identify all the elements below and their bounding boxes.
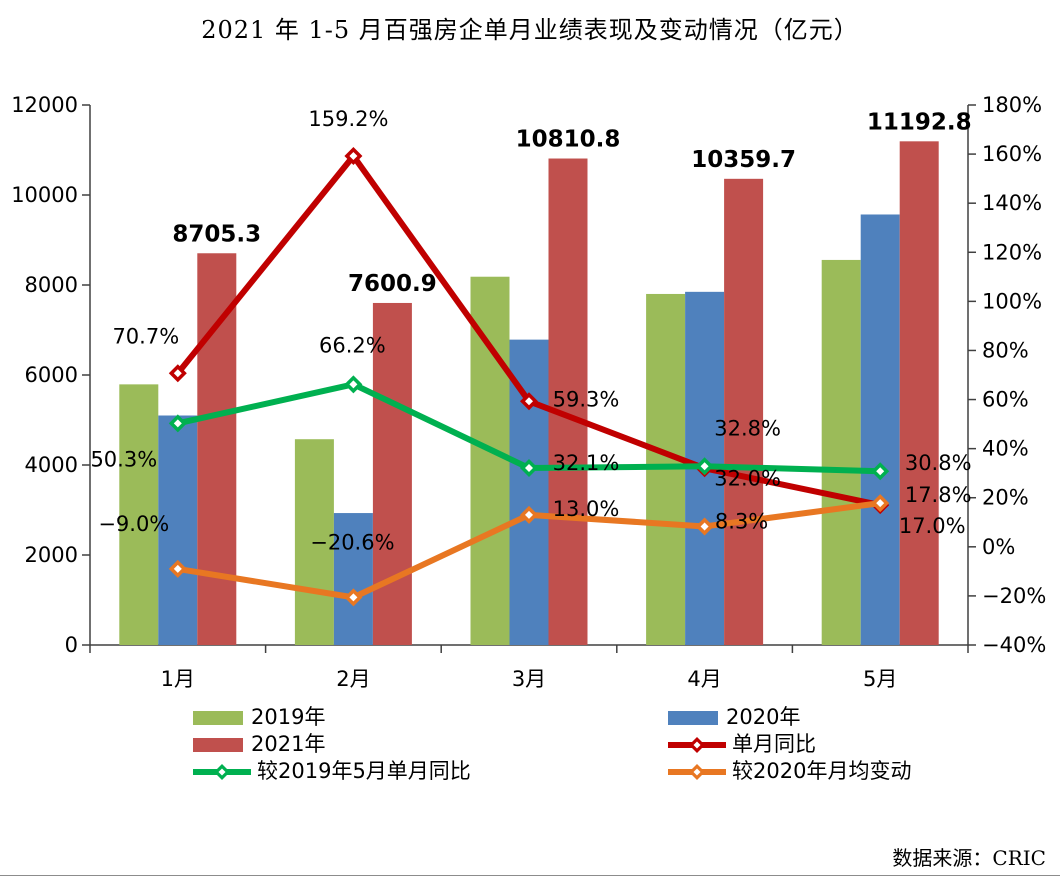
bar-2020年-1月 [158, 415, 198, 645]
legend-item-left-1: 2021年 [193, 731, 471, 758]
bar-2020年-3月 [509, 339, 549, 645]
line-value-label: −20.6% [310, 530, 394, 554]
bar-2020年-2月 [333, 513, 373, 645]
left-tick-label: 6000 [25, 363, 78, 387]
right-tick-label: 180% [982, 93, 1042, 117]
bar-2021年-3月 [548, 158, 588, 645]
line-value-label: −9.0% [98, 512, 169, 536]
legend-label: 较2020年月均变动 [732, 759, 912, 783]
legend-line-swatch [668, 763, 726, 780]
line-value-label: 50.3% [90, 447, 157, 471]
bar-2019年-1月 [119, 384, 159, 645]
line-value-label: 66.2% [319, 333, 386, 357]
chart-title: 2021 年 1-5 月百强房企单月业绩表现及变动情况（亿元） [201, 16, 859, 44]
bar-2019年-3月 [470, 276, 510, 645]
marker-center [700, 522, 709, 531]
x-axis-label: 1月 [161, 667, 195, 691]
legend-label: 单月同比 [732, 732, 816, 756]
legend-bar-swatch [668, 710, 718, 725]
right-tick-label: 60% [982, 388, 1029, 412]
legend-line-swatch [193, 763, 251, 780]
legend-item-left-0: 2019年 [193, 704, 471, 731]
right-tick-label: 40% [982, 437, 1029, 461]
legend-item-right-0: 2020年 [668, 704, 911, 731]
right-tick-label: 100% [982, 289, 1042, 313]
legend-item-right-1: 单月同比 [668, 731, 911, 758]
x-axis-label: 4月 [687, 667, 721, 691]
marker-center [700, 462, 709, 471]
legend-label: 2020年 [726, 705, 801, 729]
marker-center [349, 152, 358, 161]
bar-value-label: 8705.3 [172, 221, 261, 247]
legend-line-swatch [668, 736, 726, 753]
legend-bar-swatch [193, 737, 243, 752]
x-axis-label: 3月 [512, 667, 546, 691]
marker-center [349, 380, 358, 389]
marker-center [173, 564, 182, 573]
left-tick-label: 8000 [25, 273, 78, 297]
left-tick-label: 12000 [11, 93, 78, 117]
marker-center [876, 467, 885, 476]
right-tick-label: 0% [982, 535, 1015, 559]
data-source: 数据来源：CRIC [892, 846, 1046, 870]
line-value-label: 13.0% [553, 497, 620, 521]
legend-bar-swatch [193, 710, 243, 725]
legend-label: 2021年 [251, 732, 326, 756]
bar-value-label: 10359.7 [691, 147, 796, 173]
right-tick-label: −20% [982, 584, 1046, 608]
bar-2019年-2月 [294, 439, 334, 645]
legend-label: 2019年 [251, 705, 326, 729]
line-value-label: 17.8% [905, 483, 972, 507]
x-axis-label: 2月 [336, 667, 370, 691]
right-tick-label: 160% [982, 142, 1042, 166]
left-tick-label: 2000 [25, 543, 78, 567]
line-value-label: 59.3% [553, 387, 620, 411]
legend-item-right-2: 较2020年月均变动 [668, 758, 911, 785]
marker-center [525, 464, 533, 473]
right-tick-label: 20% [982, 486, 1029, 510]
line-value-label: 32.0% [714, 466, 781, 490]
line-value-label: 159.2% [308, 107, 388, 131]
bar-2021年-5月 [899, 141, 939, 645]
marker-center [349, 593, 358, 602]
marker-center [525, 397, 533, 406]
line-value-label: 8.3% [715, 509, 768, 533]
x-axis-label: 5月 [863, 667, 897, 691]
bar-2021年-4月 [724, 178, 764, 645]
line-value-label: 32.1% [553, 451, 620, 475]
left-tick-label: 0 [65, 633, 78, 657]
legend-item-left-2: 较2019年5月单月同比 [193, 758, 471, 785]
left-tick-label: 10000 [11, 183, 78, 207]
marker-center [173, 419, 182, 428]
right-tick-label: 80% [982, 338, 1029, 362]
bar-2019年-5月 [821, 259, 861, 645]
bar-value-label: 10810.8 [516, 127, 621, 153]
marker-center [876, 499, 885, 508]
line-value-label: 70.7% [112, 324, 179, 348]
right-tick-label: −40% [982, 633, 1046, 657]
line-value-label: 30.8% [905, 451, 972, 475]
right-tick-label: 140% [982, 191, 1042, 215]
bar-value-label: 7600.9 [348, 271, 437, 297]
left-tick-label: 4000 [25, 453, 78, 477]
bar-value-label: 11192.8 [867, 109, 972, 135]
bar-2020年-5月 [860, 214, 900, 646]
legend-label: 较2019年5月单月同比 [257, 759, 471, 783]
marker-center [525, 510, 533, 519]
line-value-label: 32.8% [714, 416, 781, 440]
marker-center [173, 369, 182, 378]
legend-left-column: 2019年 2021年较2019年5月单月同比 [193, 704, 471, 785]
legend-right-column: 2020年单月同比较2020年月均变动 [668, 704, 911, 785]
right-tick-label: 120% [982, 240, 1042, 264]
line-value-label: 17.0% [899, 514, 966, 538]
